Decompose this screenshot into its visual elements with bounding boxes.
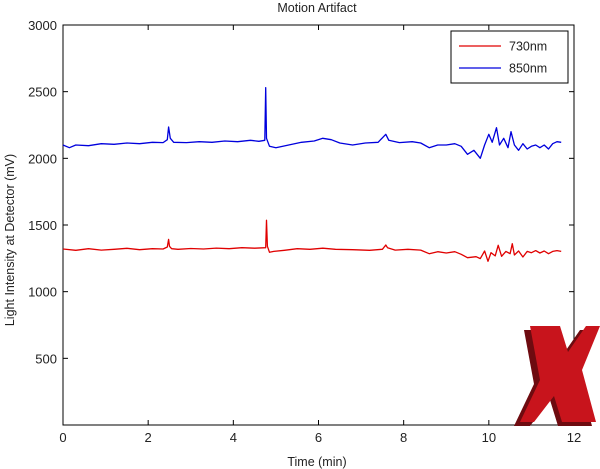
series-line-850nm — [62, 87, 562, 159]
data-series — [62, 87, 562, 262]
x-tick-label: 6 — [315, 430, 322, 445]
y-tick-label: 2500 — [28, 85, 57, 100]
chart-title: Motion Artifact — [277, 1, 357, 15]
x-axis-label: Time (min) — [287, 455, 346, 469]
y-tick-label: 2000 — [28, 151, 57, 166]
x-tick-label: 12 — [567, 430, 581, 445]
y-tick-label: 3000 — [28, 18, 57, 33]
plot-border — [62, 24, 575, 426]
x-tick-label: 0 — [59, 430, 66, 445]
legend-label: 730nm — [509, 40, 547, 54]
red-x-icon — [514, 326, 600, 426]
y-axis-label: Light Intensity at Detector (mV) — [3, 154, 17, 326]
legend: 730nm 850nm — [450, 30, 569, 84]
legend-box — [450, 30, 569, 84]
plot-area — [62, 24, 575, 426]
legend-label: 850nm — [509, 62, 547, 76]
y-tick-label: 1500 — [28, 218, 57, 233]
x-tick-label: 10 — [482, 430, 496, 445]
x-face — [520, 326, 600, 422]
x-tick-label: 4 — [230, 430, 237, 445]
axis-ticks: 0 2 4 6 8 10 12 500 1000 1500 2000 2500 3000 — [28, 18, 581, 445]
x-tick-label: 2 — [145, 430, 152, 445]
y-tick-label: 500 — [35, 351, 57, 366]
y-tick-label: 1000 — [28, 285, 57, 300]
series-line-730nm — [62, 219, 562, 262]
x-tick-label: 8 — [400, 430, 407, 445]
